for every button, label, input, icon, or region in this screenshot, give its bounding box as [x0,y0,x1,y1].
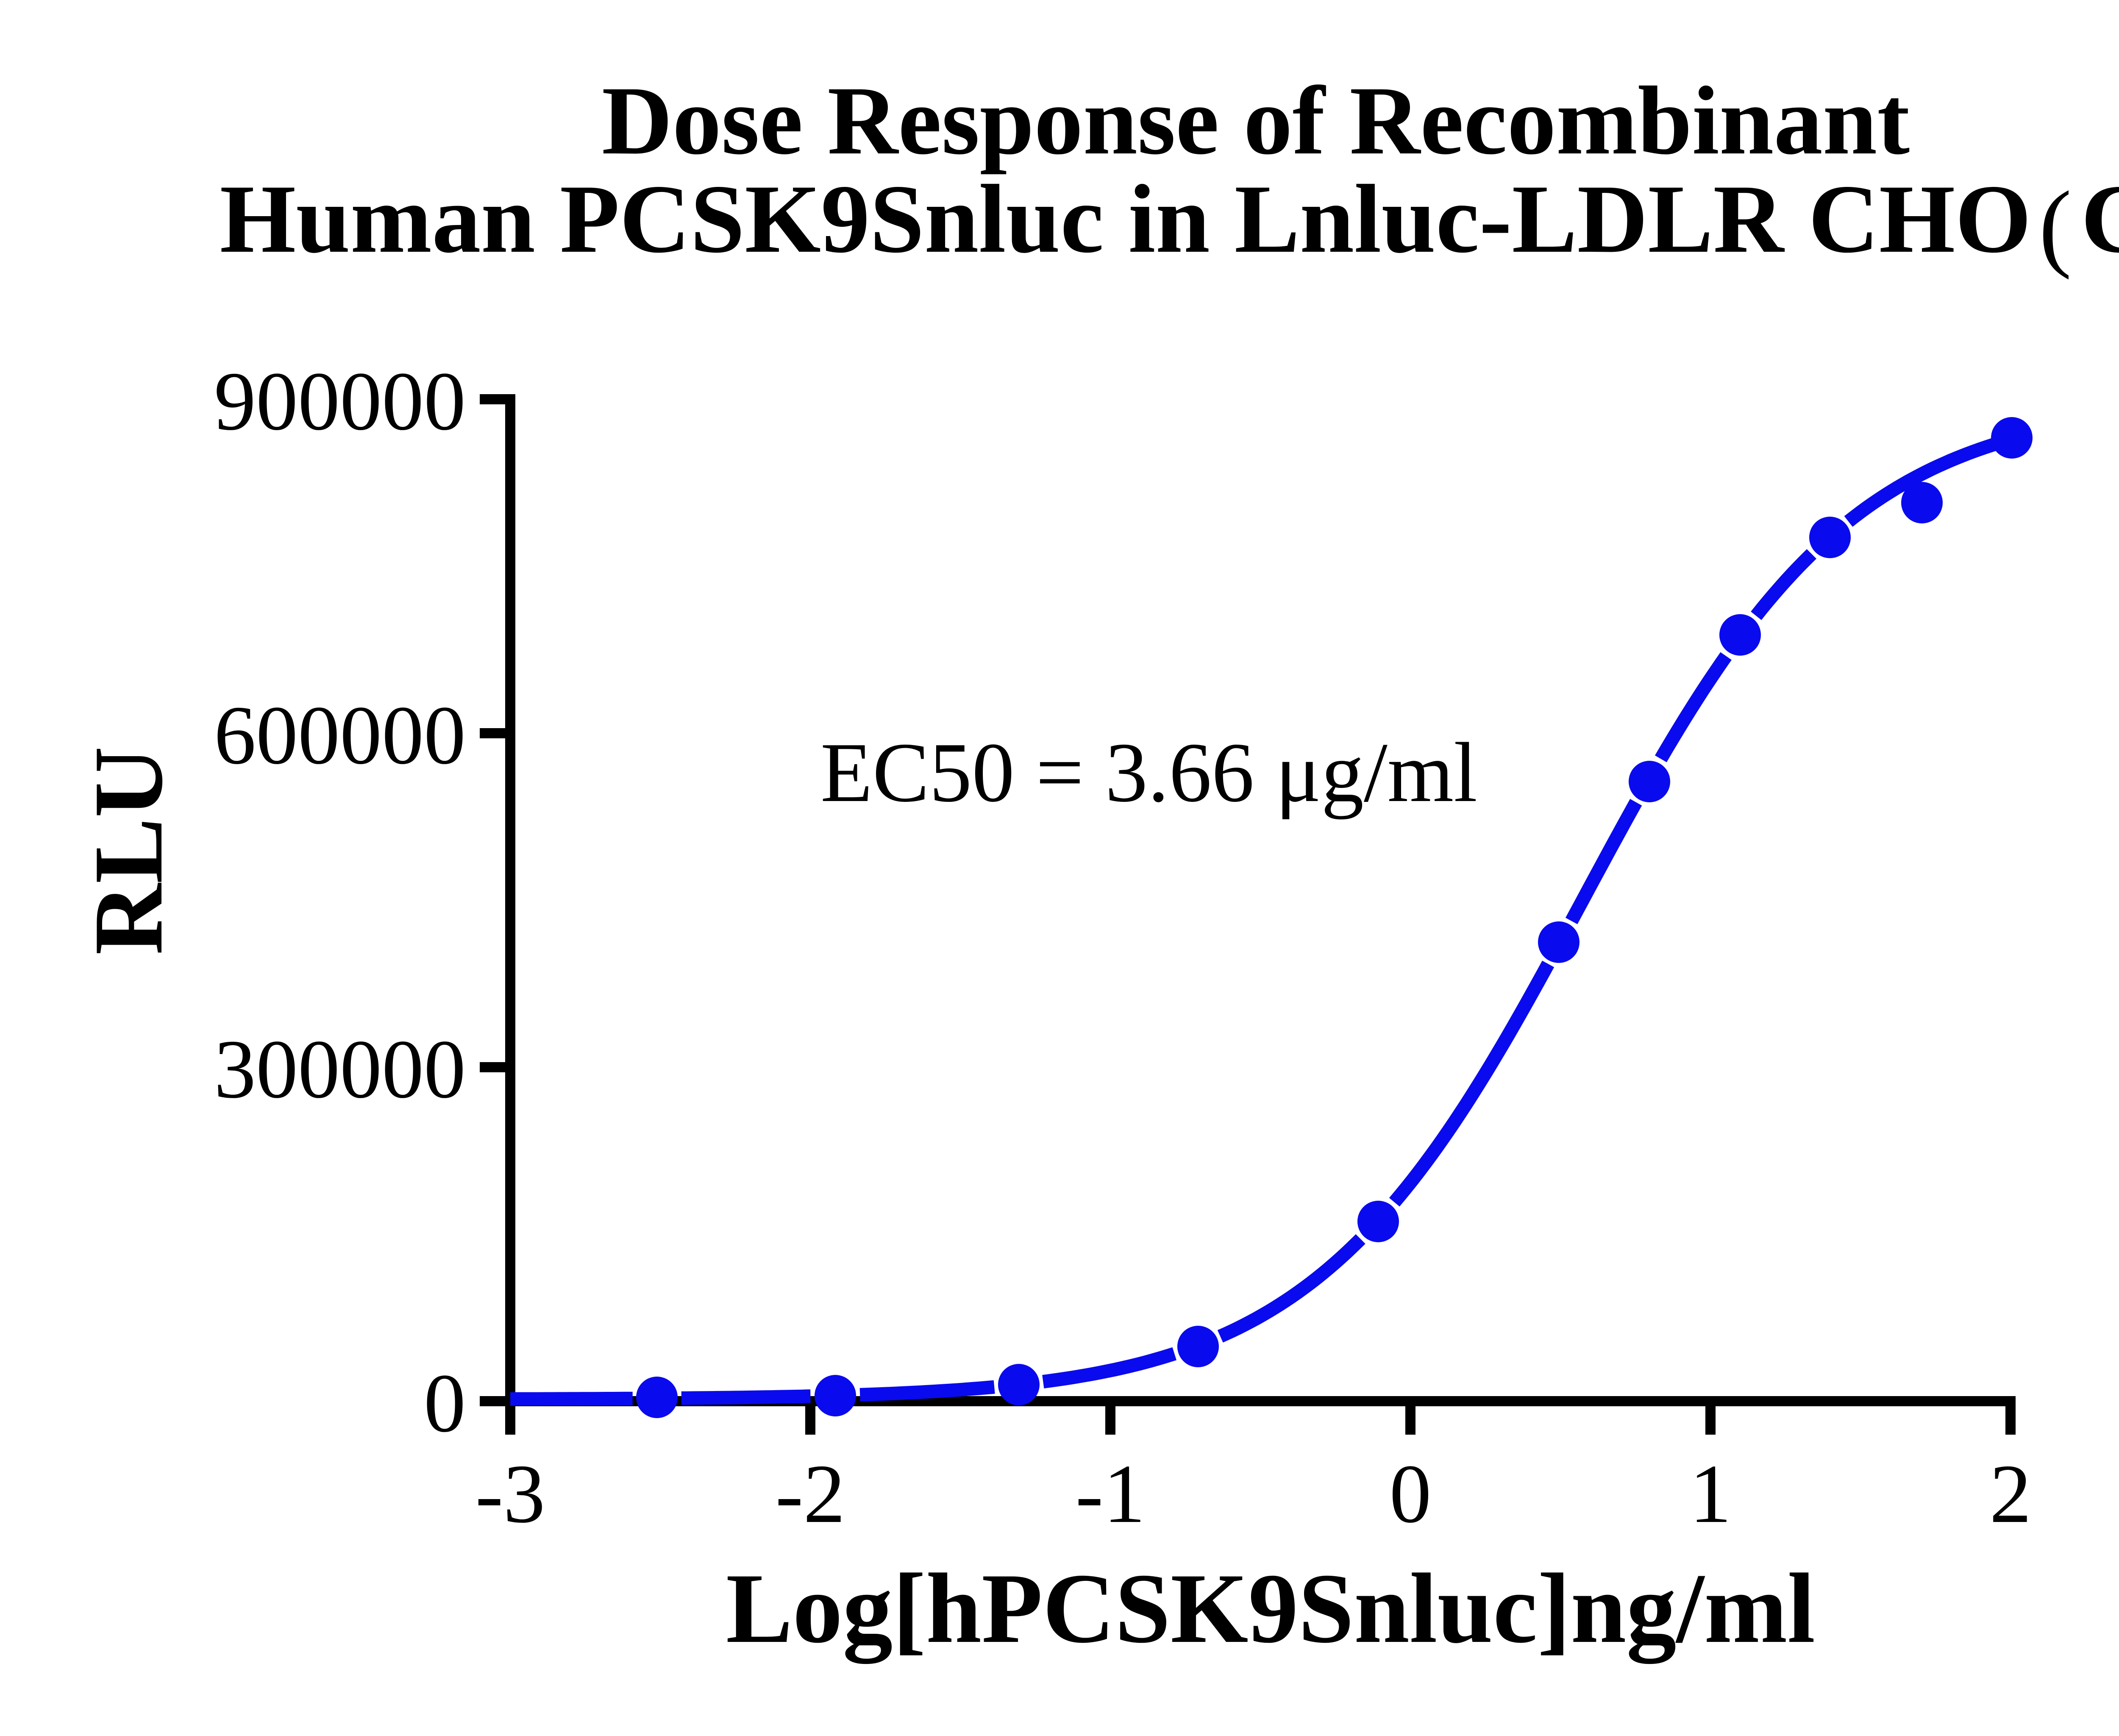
svg-text:RLU: RLU [74,746,183,955]
svg-text:600000: 600000 [214,689,466,782]
svg-text:900000: 900000 [214,355,466,448]
svg-text:-2: -2 [776,1447,845,1540]
svg-text:-3: -3 [476,1447,545,1540]
svg-text:Human PCSK9Snluc in Lnluc-LDLR: Human PCSK9Snluc in Lnluc-LDLR CHO(C10) [220,164,2119,280]
svg-text:EC50 = 3.66 μg/ml: EC50 = 3.66 μg/ml [820,726,1477,820]
svg-text:1: 1 [1690,1447,1732,1540]
svg-text:0: 0 [1390,1447,1432,1540]
svg-text:300000: 300000 [214,1023,466,1116]
svg-text:0: 0 [424,1357,466,1449]
svg-text:Dose Response of Recombinant: Dose Response of Recombinant [602,66,1910,175]
svg-text:Log[hPCSK9Snluc]ng/ml: Log[hPCSK9Snluc]ng/ml [726,1553,1815,1664]
svg-text:2: 2 [1990,1447,2032,1540]
svg-text:-1: -1 [1076,1447,1146,1540]
